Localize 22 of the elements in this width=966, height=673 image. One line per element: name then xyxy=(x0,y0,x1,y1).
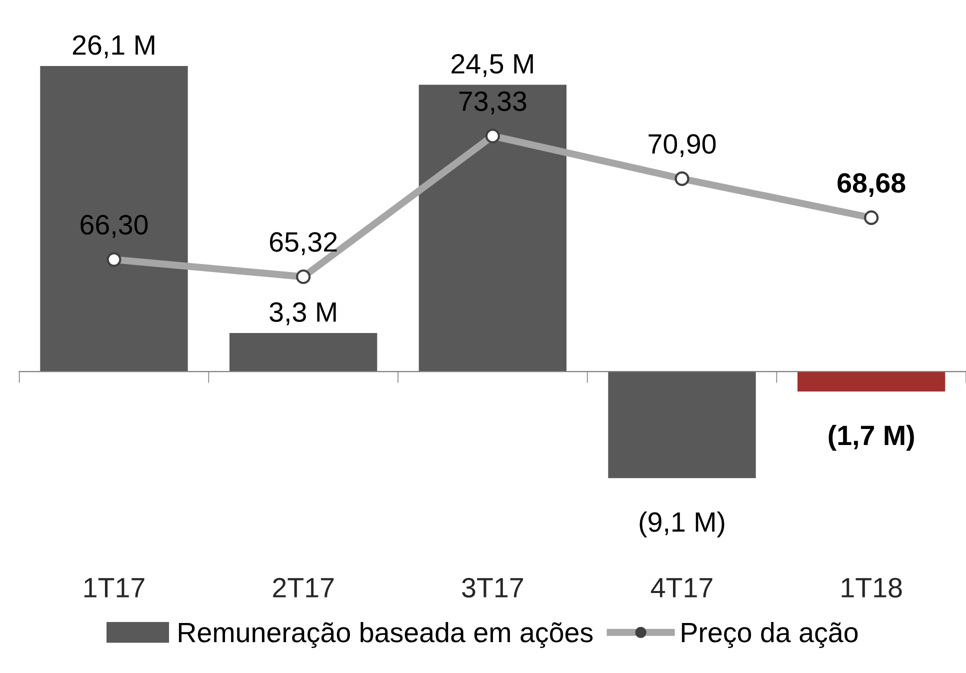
x-tick-label: 4T17 xyxy=(650,578,712,598)
bar xyxy=(418,84,566,372)
bar xyxy=(608,372,756,478)
data-label: 3,3 M xyxy=(270,302,336,326)
data-label: 26,1 M xyxy=(72,35,154,58)
data-label: 70,90 xyxy=(648,134,716,158)
x-tick-label: 3T17 xyxy=(462,578,523,598)
bar xyxy=(797,372,946,392)
data-label: 65,32 xyxy=(270,232,337,256)
data-label: (1,7 M) xyxy=(828,424,914,451)
data-label: 24,5 M xyxy=(452,54,533,77)
bar xyxy=(40,66,188,372)
x-tick-label: 2T17 xyxy=(273,578,334,598)
data-label: (9,1 M) xyxy=(640,512,724,538)
data-label: 68,68 xyxy=(838,173,906,197)
bar xyxy=(229,332,378,372)
x-tick-label: 1T17 xyxy=(84,578,144,598)
legend-label: Preço da ação xyxy=(682,622,858,648)
x-tick-label: 1T18 xyxy=(842,578,902,598)
data-label: 66,30 xyxy=(80,214,148,238)
data-label: 73,33 xyxy=(459,91,526,114)
legend-label: Remuneração baseada em ações xyxy=(178,622,593,648)
